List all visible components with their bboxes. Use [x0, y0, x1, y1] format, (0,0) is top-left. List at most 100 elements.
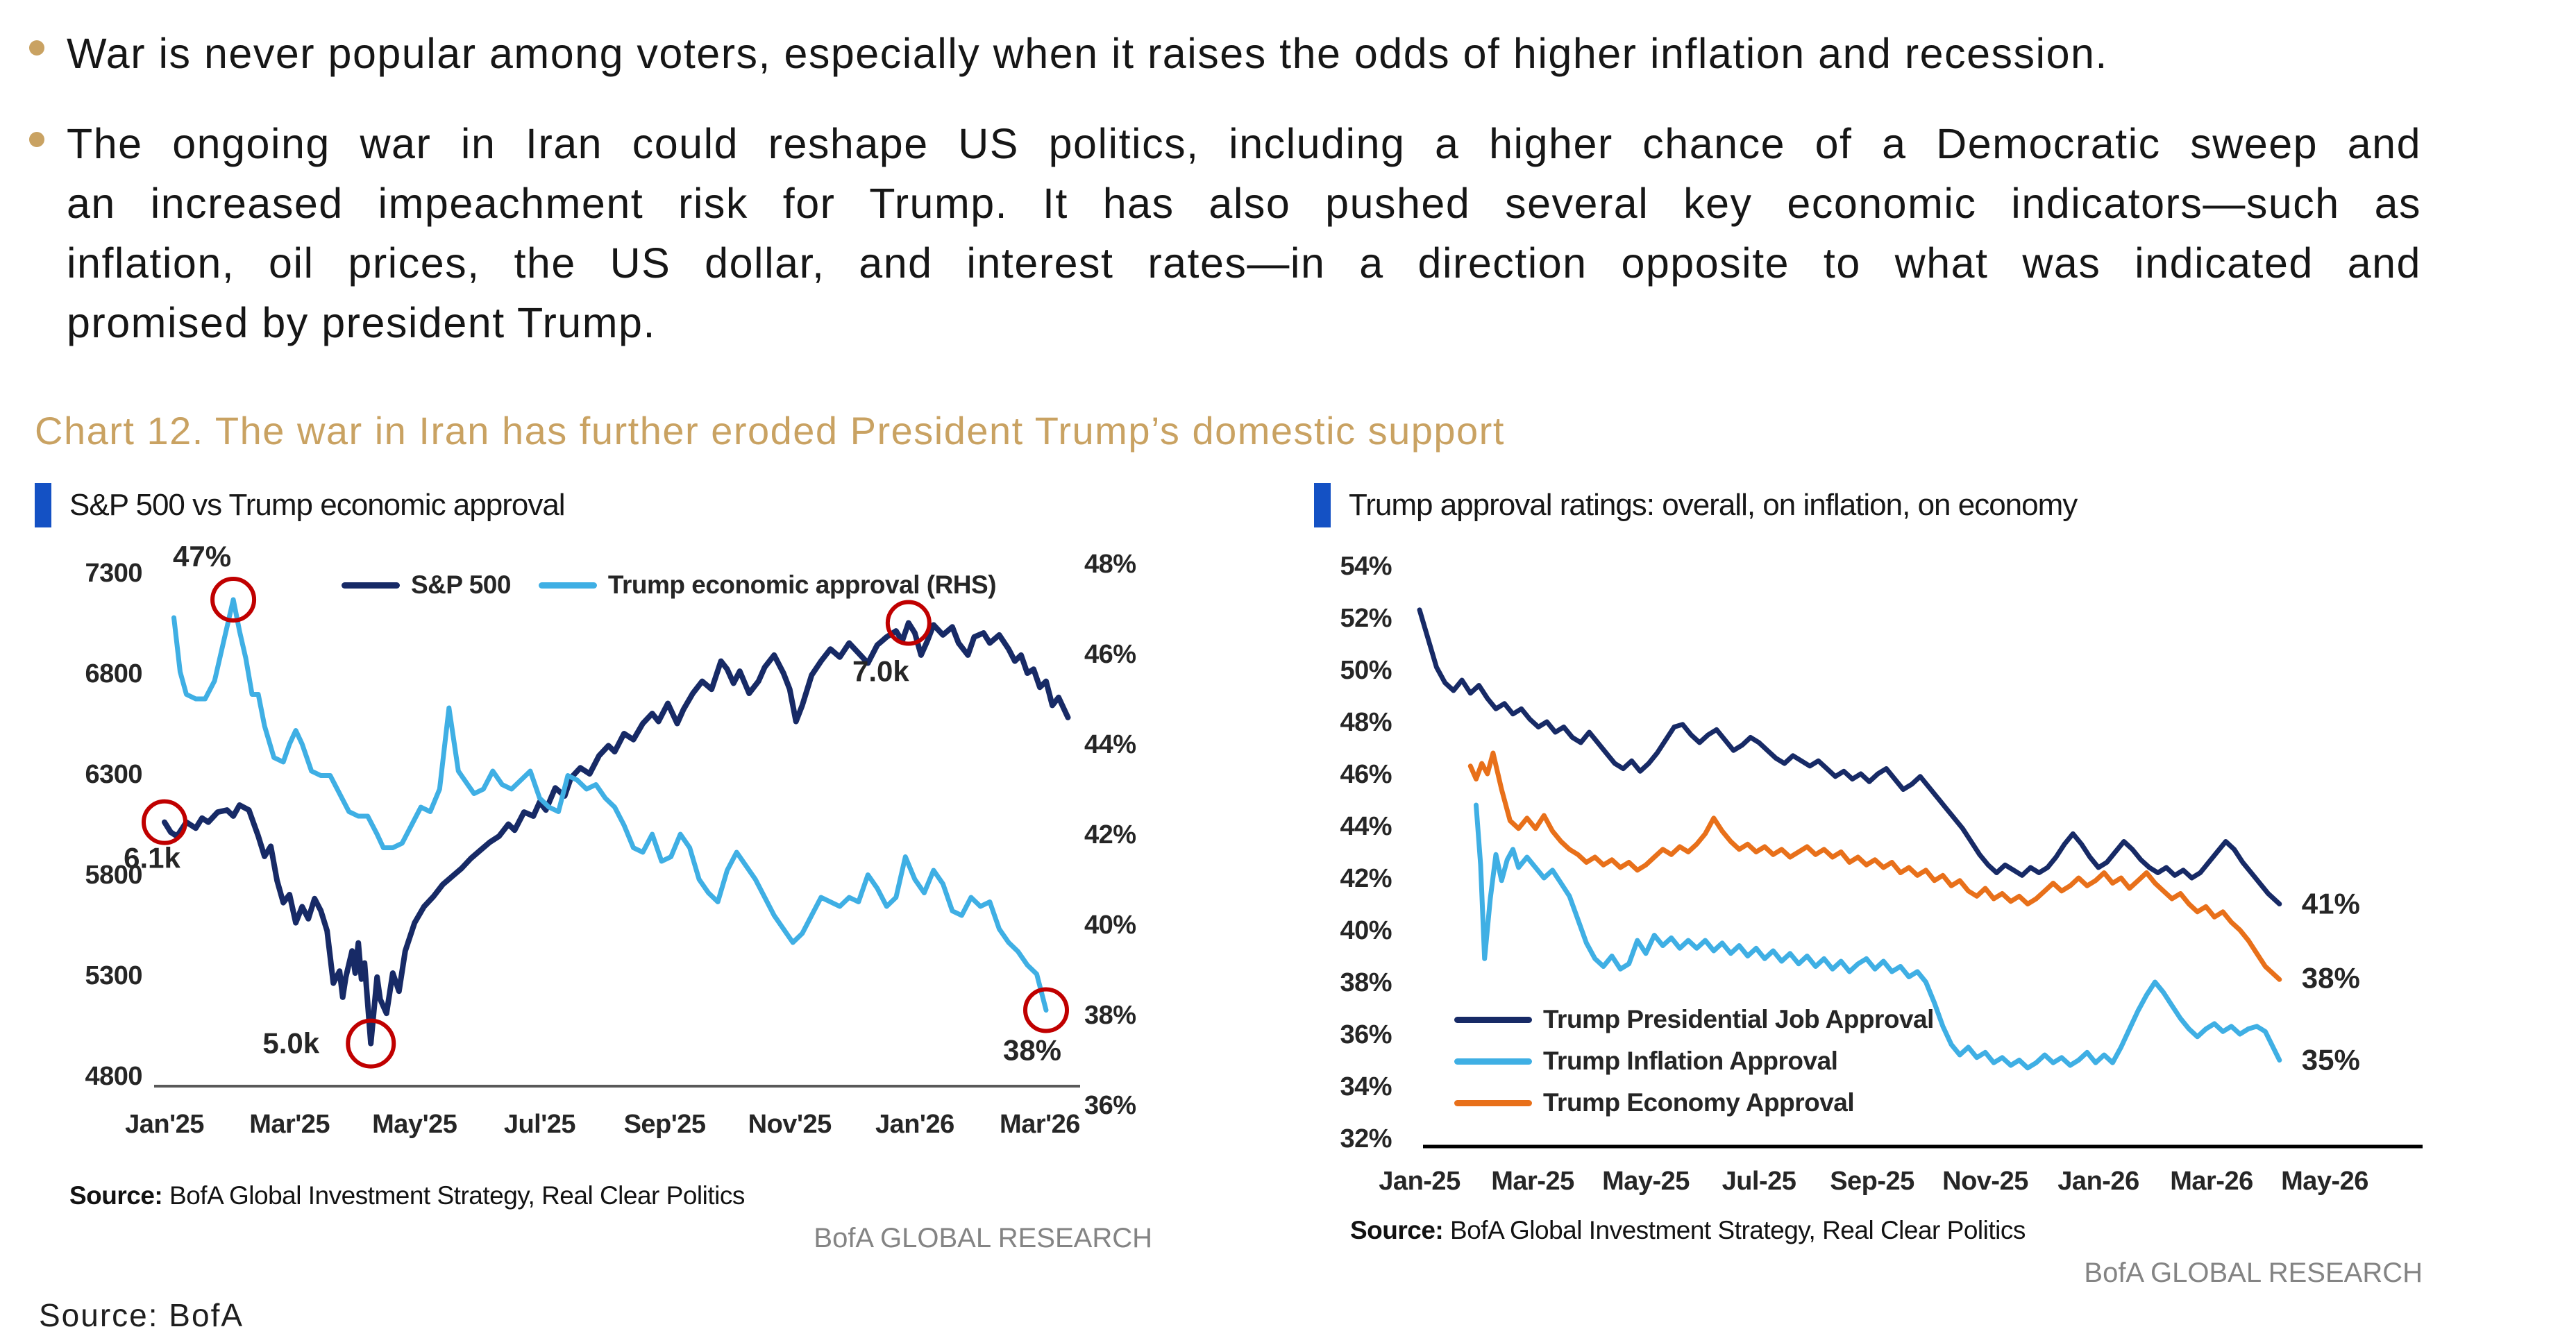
right-chart-legend: Trump Presidential Job Approval Trump In… [1454, 1005, 1934, 1117]
annotation-circle [210, 577, 257, 623]
bofa-global-research-right: BofA GLOBAL RESEARCH [2084, 1258, 2423, 1288]
x-axis-tick-label: Mar-26 [2170, 1167, 2253, 1196]
x-axis-tick-label: May'25 [372, 1110, 457, 1139]
bullet-line: an increased impeachment risk for Trump.… [67, 180, 2421, 227]
series-line-trump-presidential-job-approval [1417, 607, 2282, 906]
legend-item-economy-approval: Trump Economy Approval [1454, 1088, 1934, 1117]
y-axis-tick-label: 6800 [85, 659, 142, 688]
line-swatch-navy [1454, 1016, 1532, 1023]
annotation-label: 41% [2302, 888, 2360, 920]
y-axis-tick-label: 6300 [85, 760, 142, 789]
x-axis-tick-label: May-26 [2281, 1167, 2368, 1196]
y-axis-right-tick-label: 40% [1084, 911, 1136, 940]
legend-item-economic-approval: Trump economic approval (RHS) [538, 570, 997, 600]
source-prefix: Source: [69, 1181, 163, 1210]
y-axis-right-tick-label: 46% [1084, 640, 1136, 669]
legend-label: Trump Inflation Approval [1543, 1047, 1838, 1075]
y-axis-right-tick-label: 42% [1084, 820, 1136, 849]
y-axis-tick-label: 50% [1340, 656, 1392, 685]
x-axis-tick-label: Mar'26 [1000, 1110, 1080, 1139]
legend-label: Trump economic approval (RHS) [607, 570, 997, 599]
source-text: BofA Global Investment Strategy, Real Cl… [162, 1181, 745, 1210]
y-axis-tick-label: 36% [1340, 1020, 1392, 1049]
y-axis-tick-label: 5300 [85, 961, 142, 990]
x-axis-tick-label: Jan'25 [125, 1110, 204, 1139]
source-prefix: Source: [1350, 1216, 1444, 1244]
line-swatch-lightblue [538, 582, 597, 589]
legend-item-sp500: S&P 500 [342, 570, 511, 600]
x-axis-tick-label: Jan-26 [2057, 1167, 2139, 1196]
bullet-marker [29, 132, 44, 147]
annotation-label: 35% [2302, 1044, 2360, 1076]
series-line-trump-economy-approval [1467, 750, 2282, 982]
line-swatch-lightblue [1454, 1058, 1532, 1065]
annotation-label: 38% [2302, 961, 2360, 994]
right-panel-header-label: Trump approval ratings: overall, on infl… [1349, 488, 2078, 522]
legend-label: Trump Presidential Job Approval [1543, 1005, 1934, 1033]
bullet-line: inflation, oil prices, the US dollar, an… [67, 239, 2421, 287]
series-line-trump-economic-approval-rhs- [171, 597, 1049, 1013]
annotation-label: 6.1k [124, 842, 180, 874]
chart-section-title: Chart 12. The war in Iran has further er… [35, 409, 1505, 453]
right-chart-source: Source: BofA Global Investment Strategy,… [1350, 1216, 2026, 1245]
x-axis-tick-label: Jan-25 [1379, 1167, 1460, 1196]
annotation-label: 47% [173, 540, 231, 573]
legend-label: Trump Economy Approval [1543, 1088, 1855, 1117]
annotation-label: 5.0k [262, 1027, 319, 1060]
y-axis-tick-label: 44% [1340, 812, 1392, 841]
x-axis-tick-label: May-25 [1602, 1167, 1690, 1196]
line-swatch-navy [342, 582, 400, 589]
y-axis-tick-label: 46% [1340, 760, 1392, 789]
x-axis-tick-label: Jul'25 [504, 1110, 576, 1139]
y-axis-tick-label: 34% [1340, 1072, 1392, 1101]
y-axis-tick-label: 52% [1340, 604, 1392, 633]
y-axis-tick-label: 32% [1340, 1124, 1392, 1153]
page-footer-source: Source: BofA [39, 1297, 244, 1333]
y-axis-right-tick-label: 38% [1084, 1001, 1136, 1030]
y-axis-tick-label: 54% [1340, 552, 1392, 581]
annotation-circle [142, 799, 187, 845]
bullet-marker [29, 40, 44, 56]
x-axis-tick-label: Nov-25 [1942, 1167, 2028, 1196]
x-axis-tick-label: Mar-25 [1491, 1167, 1574, 1196]
line-swatch-orange [1454, 1099, 1532, 1106]
left-panel-header-label: S&P 500 vs Trump economic approval [69, 488, 566, 522]
y-axis-tick-label: 40% [1340, 916, 1392, 945]
legend-item-job-approval: Trump Presidential Job Approval [1454, 1005, 1934, 1034]
y-axis-tick-label: 42% [1340, 864, 1392, 893]
x-axis-tick-label: Mar'25 [249, 1110, 330, 1139]
series-line-s-p-500 [162, 620, 1071, 1047]
y-axis-tick-label: 48% [1340, 708, 1392, 737]
y-axis-right-tick-label: 44% [1084, 730, 1136, 759]
header-accent-bar [35, 483, 51, 527]
annotation-circle [885, 600, 932, 646]
y-axis-tick-label: 38% [1340, 968, 1392, 997]
y-axis-tick-label: 7300 [85, 559, 142, 588]
legend-item-inflation-approval: Trump Inflation Approval [1454, 1047, 1934, 1076]
bullet-line: promised by president Trump. [67, 299, 656, 346]
annotation-circle [1023, 987, 1070, 1033]
bullet-line: The ongoing war in Iran could reshape US… [67, 120, 2421, 167]
x-axis-tick-label: Jan'26 [875, 1110, 954, 1139]
bullet-item-1: War is never popular among voters, espec… [67, 30, 2108, 77]
right-panel-header: Trump approval ratings: overall, on infl… [1314, 483, 2078, 527]
legend-label: S&P 500 [411, 570, 511, 599]
left-panel-header: S&P 500 vs Trump economic approval [35, 483, 566, 527]
y-axis-right-tick-label: 36% [1084, 1091, 1136, 1120]
bofa-global-research-left: BofA GLOBAL RESEARCH [814, 1223, 1152, 1253]
left-chart-legend: S&P 500 Trump economic approval (RHS) [342, 570, 997, 600]
x-axis-tick-label: Jul-25 [1722, 1167, 1796, 1196]
annotation-circle [346, 1018, 396, 1069]
source-text: BofA Global Investment Strategy, Real Cl… [1443, 1216, 2026, 1244]
y-axis-right-tick-label: 48% [1084, 550, 1136, 579]
y-axis-tick-label: 4800 [85, 1062, 142, 1091]
left-chart-source: Source: BofA Global Investment Strategy,… [69, 1181, 745, 1210]
annotation-label: 38% [1003, 1034, 1061, 1067]
x-axis-tick-label: Sep-25 [1830, 1167, 1914, 1196]
header-accent-bar [1314, 483, 1331, 527]
series-line-trump-inflation-approval [1474, 802, 2282, 1071]
y-axis-tick-label: 5800 [85, 861, 142, 890]
annotation-label: 7.0k [852, 655, 909, 688]
